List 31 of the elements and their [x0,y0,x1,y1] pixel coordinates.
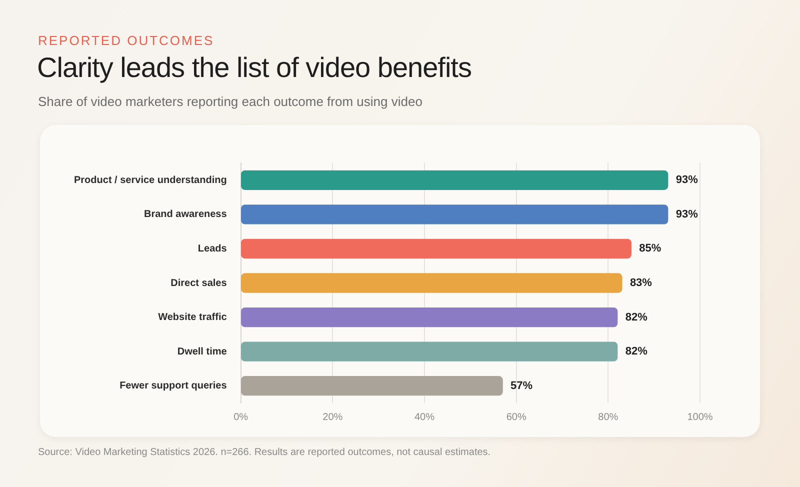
y-tick-label: Leads [198,243,228,254]
y-tick-label: Direct sales [170,278,228,289]
y-tick-label: Brand awareness [144,209,228,220]
text: REPORTED OUTCOMES [38,33,214,48]
x-tick-label: 60% [506,412,526,423]
x-tick-label: 0% [234,412,248,423]
y-tick-label: Dwell time [177,346,228,358]
data-label: 83% [630,277,652,290]
chart-title: Clarity leads the list of video benefits [37,52,472,84]
bar [240,273,622,293]
data-label: 93% [676,174,698,186]
y-tick-label: Product / service understanding [74,174,227,186]
x-tick-label: 40% [414,412,435,423]
y-tick-label: Website traffic [158,312,228,324]
bar [240,376,503,396]
bar [240,204,668,224]
x-tick-label: 80% [598,412,618,423]
x-tick-label: 100% [687,412,713,423]
data-label: 57% [510,380,533,392]
data-label: 82% [625,311,648,324]
data-label: 82% [625,346,648,358]
bar [240,170,668,190]
y-tick-label: Fewer support queries [120,380,228,392]
source-note: Source: Video Marketing Statistics 2026. n=266. Results are reported outcomes, not causal estimates. [38,447,491,458]
bar [240,238,632,259]
data-label: 85% [639,242,662,255]
data-label: 93% [676,208,698,220]
bar [240,307,618,328]
bar [240,342,618,362]
chart-subtitle: Share of video marketers reporting each outcome from using video [38,94,422,109]
x-tick-label: 20% [322,412,343,423]
